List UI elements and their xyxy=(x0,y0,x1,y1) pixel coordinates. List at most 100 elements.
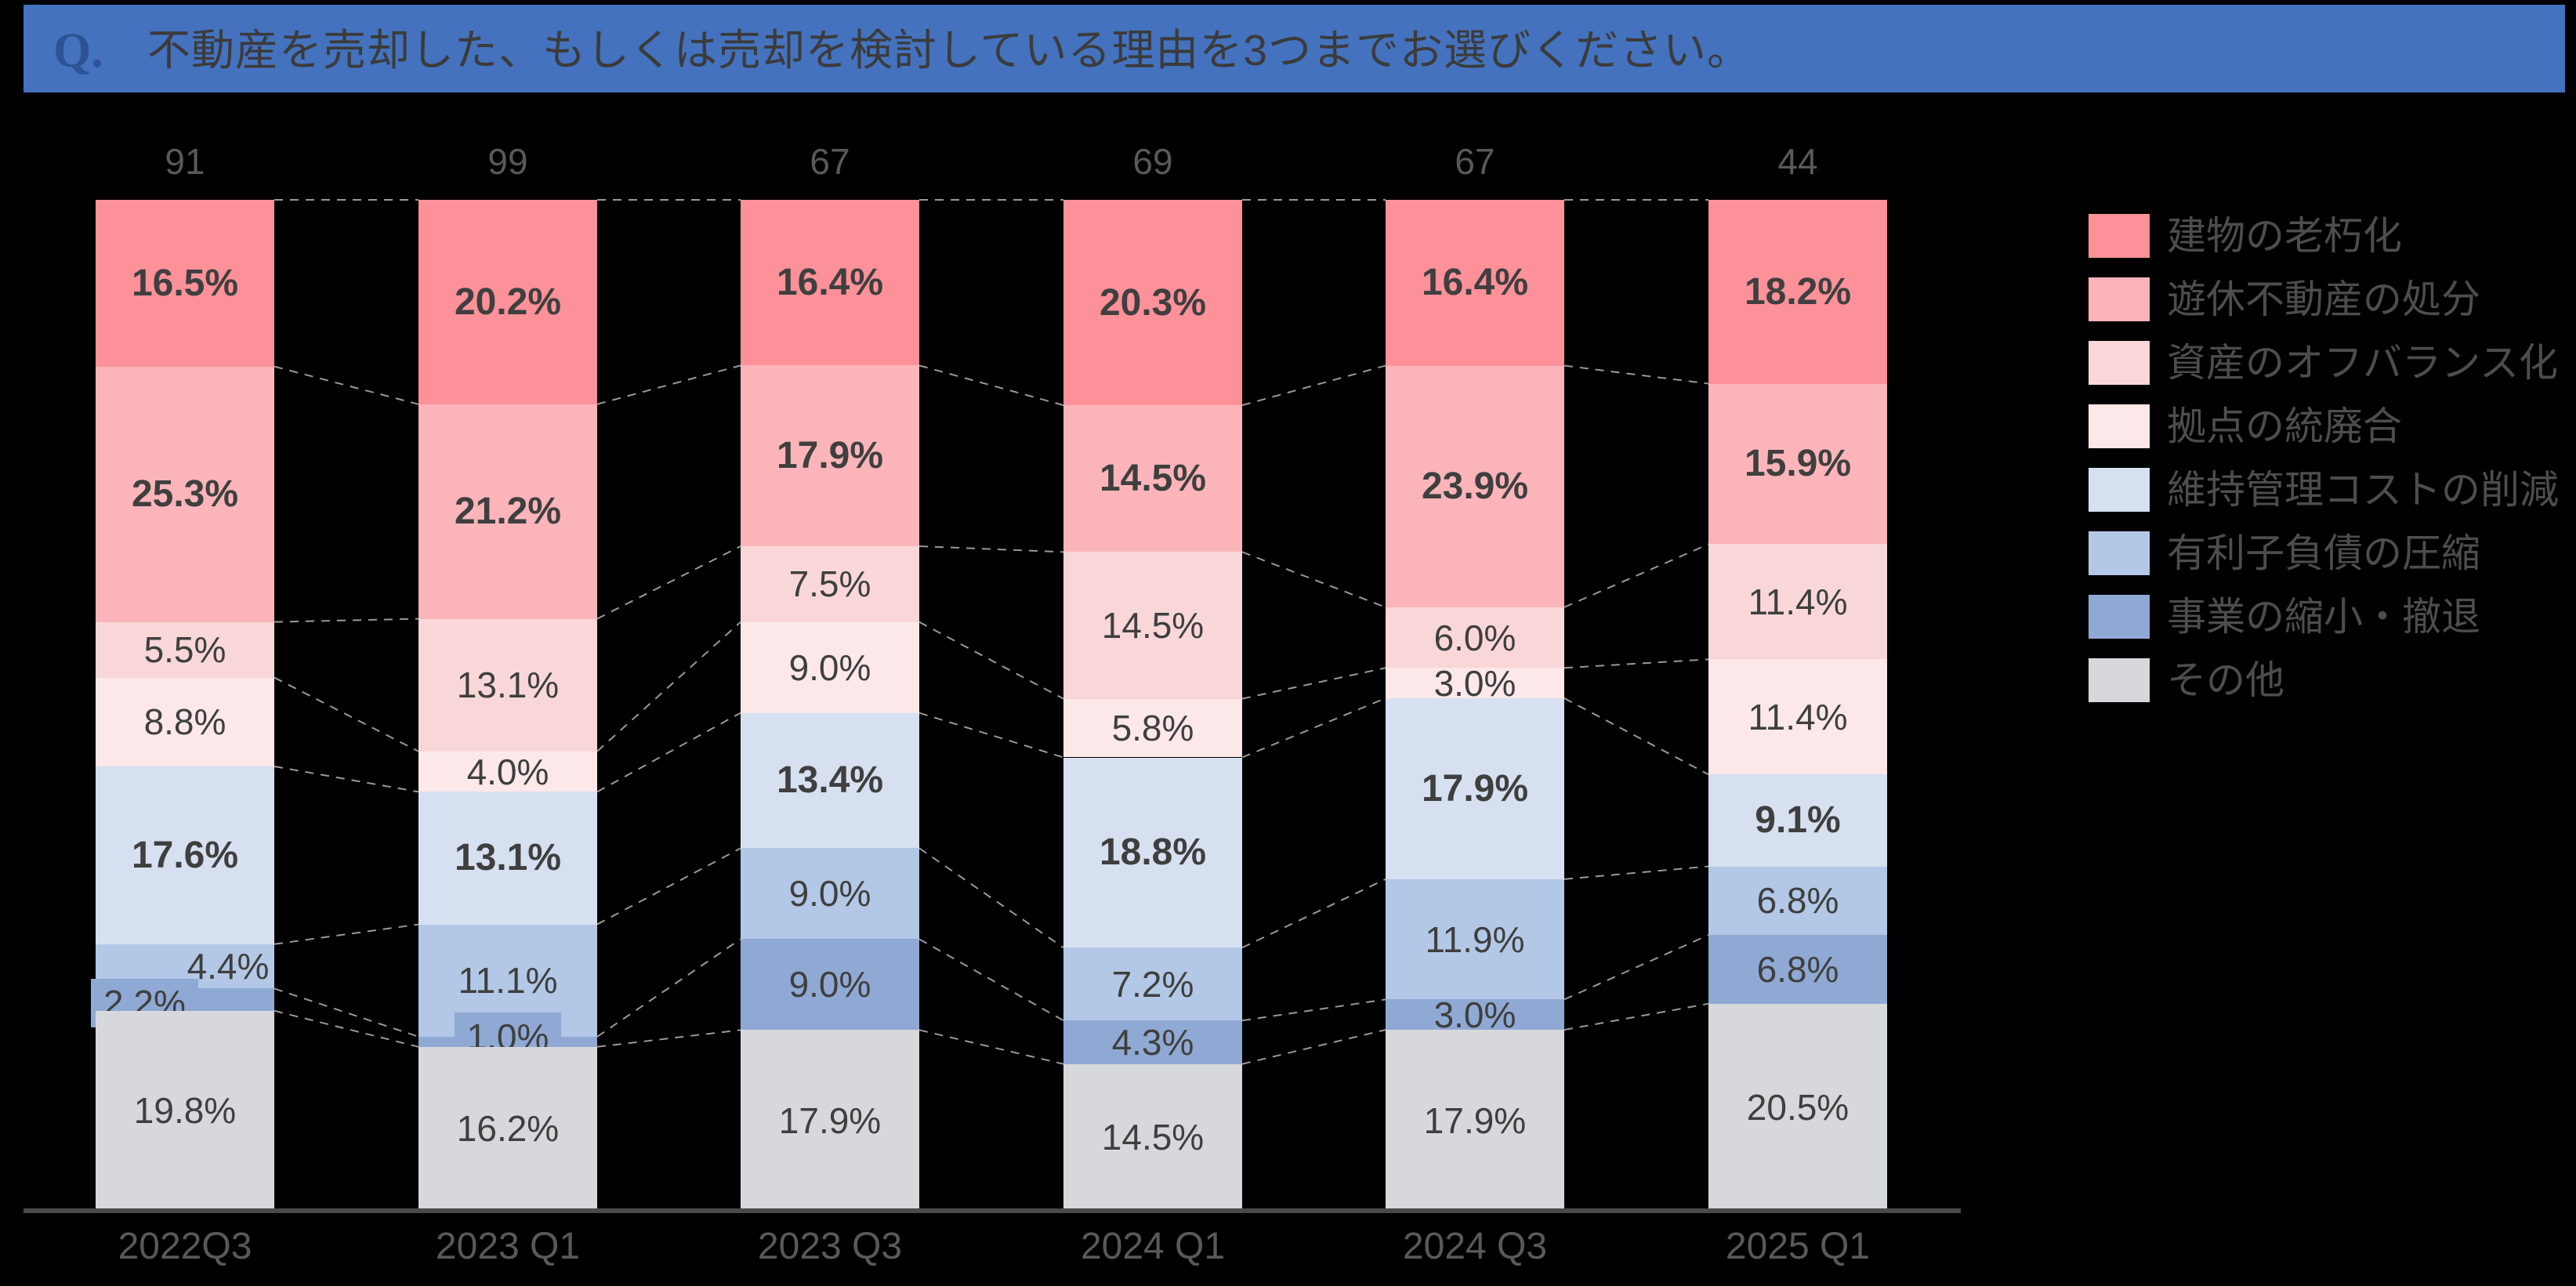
bar-segment xyxy=(741,712,919,849)
legend-swatch xyxy=(2089,595,2150,639)
segment-value-label: 25.3% xyxy=(131,473,239,516)
bar-total-label: 67 xyxy=(1455,141,1495,182)
page-title: 不動産を売却した、もしくは売却を検討している理由を3つまでお選びください。 xyxy=(147,26,1751,74)
bar-segment xyxy=(1063,405,1242,552)
bar-segment xyxy=(741,365,919,547)
bar-segment xyxy=(1386,365,1564,607)
segment-value-label: 9.0% xyxy=(788,964,871,1005)
segment-value-label: 4.4% xyxy=(187,946,270,987)
segment-value-label: 16.2% xyxy=(456,1108,560,1150)
bar-segment xyxy=(1708,544,1887,660)
bar-segment xyxy=(741,848,919,940)
bar-segment xyxy=(1386,697,1564,879)
legend-item: 有利子負債の圧縮 xyxy=(2089,531,2480,575)
legend-label: 維持管理コストの削減 xyxy=(2167,468,2559,512)
segment-value-label: 11.9% xyxy=(1425,918,1525,960)
legend-item: 遊休不動産の処分 xyxy=(2089,277,2480,321)
question-prefix-label: Q. xyxy=(53,24,103,78)
bar-segment xyxy=(1386,668,1564,698)
bar-segment xyxy=(1063,1063,1242,1211)
bar-segment xyxy=(1063,947,1242,1021)
bar-segment xyxy=(418,751,597,792)
legend-swatch xyxy=(2089,277,2150,321)
x-axis-category-label: 2025 Q1 xyxy=(1725,1226,1871,1267)
bar-segment xyxy=(1386,1030,1564,1211)
segment-value-label: 13.4% xyxy=(776,759,884,802)
legend-swatch xyxy=(2089,531,2150,575)
segment-value-label: 17.9% xyxy=(1421,767,1529,810)
legend-item: 建物の老朽化 xyxy=(2089,214,2402,258)
legend-label: 事業の縮小・撤退 xyxy=(2167,595,2480,639)
x-axis-category-label: 2023 Q3 xyxy=(757,1226,903,1267)
segment-value-label: 16.4% xyxy=(776,262,884,304)
bar-segment xyxy=(1063,1020,1242,1064)
bar-segment xyxy=(741,546,919,622)
bar-segment xyxy=(96,621,274,678)
legend-label: 有利子負債の圧縮 xyxy=(2167,531,2480,575)
bar-segment xyxy=(1708,659,1887,775)
segment-value-label: 13.1% xyxy=(456,665,560,706)
x-axis-category-label: 2023 Q1 xyxy=(435,1226,581,1267)
bar-segment xyxy=(1708,200,1887,384)
bar-segment xyxy=(418,404,597,619)
bar-segment xyxy=(96,1010,274,1211)
segment-value-label: 17.6% xyxy=(131,834,239,876)
legend-item: その他 xyxy=(2089,658,2284,702)
segment-value-label: 15.9% xyxy=(1744,443,1852,485)
segment-value-label: 9.0% xyxy=(788,647,871,688)
segment-value-label: 6.8% xyxy=(1756,948,1839,990)
segment-value-label: 3.0% xyxy=(1433,662,1516,704)
legend-item: 事業の縮小・撤退 xyxy=(2089,595,2480,639)
segment-value-label: 7.5% xyxy=(788,563,871,605)
legend-swatch xyxy=(2089,214,2150,258)
legend-label: 資産のオフバランス化 xyxy=(2167,341,2558,385)
legend-item: 拠点の統廃合 xyxy=(2089,404,2402,448)
segment-value-label: 11.1% xyxy=(458,960,558,1002)
bar-segment xyxy=(741,939,919,1031)
legend-label: 拠点の統廃合 xyxy=(2167,404,2402,448)
segment-value-label: 9.1% xyxy=(1755,799,1841,842)
bar-segment xyxy=(1386,878,1564,1000)
x-axis-category-label: 2024 Q1 xyxy=(1080,1226,1226,1267)
bar-segment xyxy=(1063,200,1242,406)
segment-value-label: 1.0% xyxy=(418,1012,597,1062)
bar-segment xyxy=(741,621,919,713)
segment-value-label: 9.0% xyxy=(788,873,871,915)
bar-segment xyxy=(418,618,597,752)
legend-swatch xyxy=(2089,468,2150,512)
bar-segment xyxy=(1063,552,1242,699)
bar-total-label: 91 xyxy=(165,141,205,182)
bar-segment xyxy=(1386,607,1564,668)
question-banner: Q. 不動産を売却した、もしくは売却を検討している理由を3つまでお選びください。 xyxy=(24,5,2565,92)
segment-value-label: 20.5% xyxy=(1746,1086,1850,1128)
x-axis-category-label: 2022Q3 xyxy=(118,1226,252,1267)
bar-segment xyxy=(1386,999,1564,1031)
segment-value-label: 6.8% xyxy=(1756,880,1839,922)
segment-value-label: 16.5% xyxy=(131,262,239,304)
segment-value-label: 14.5% xyxy=(1101,604,1205,646)
segment-value-label: 18.2% xyxy=(1744,270,1852,313)
segment-value-label: 3.0% xyxy=(1433,994,1516,1035)
segment-value-label: 11.4% xyxy=(1748,581,1848,622)
bar-total-label: 44 xyxy=(1777,141,1818,182)
segment-value-label: 6.0% xyxy=(1433,617,1516,658)
segment-value-label: 5.5% xyxy=(143,629,226,671)
bar-segment xyxy=(96,200,274,367)
legend-item: 資産のオフバランス化 xyxy=(2089,341,2558,385)
bar-segment xyxy=(741,1030,919,1211)
segment-value-label: 8.8% xyxy=(143,701,226,743)
bar-segment xyxy=(1708,383,1887,545)
bar-total-label: 69 xyxy=(1132,141,1173,182)
legend-label: 遊休不動産の処分 xyxy=(2167,277,2480,321)
legend-label: その他 xyxy=(2167,658,2284,702)
bar-total-label: 99 xyxy=(487,141,528,182)
segment-value-label: 7.2% xyxy=(1111,963,1194,1005)
bar-segment xyxy=(1386,200,1564,366)
segment-value-label: 14.5% xyxy=(1101,1117,1205,1158)
bar-segment xyxy=(96,677,274,766)
bar-total-label: 67 xyxy=(810,141,850,182)
segment-value-label: 23.9% xyxy=(1421,465,1529,508)
bar-segment xyxy=(1708,866,1887,936)
